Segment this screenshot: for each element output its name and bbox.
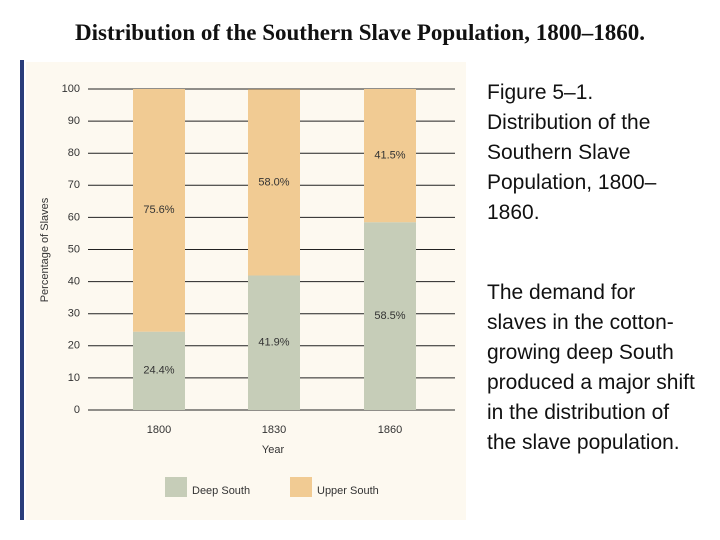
y-tick-label: 40 (68, 276, 80, 288)
x-tick-label: 1800 (147, 424, 171, 436)
x-axis-label: Year (262, 444, 285, 456)
bar-segment (248, 275, 300, 410)
decor-bar (20, 60, 24, 520)
y-axis-label: Percentage of Slaves (39, 197, 51, 302)
value-label: 24.4% (143, 365, 174, 377)
value-label: 41.9% (258, 337, 289, 349)
labels: 0 10 20 30 40 50 60 70 80 90 100 1800 24.4% 75.6% 1830… (62, 83, 406, 497)
body-text: The demand for slaves in the cotton-grow… (487, 281, 695, 454)
x-tick-label: 1830 (262, 424, 286, 436)
y-tick-label: 50 (68, 243, 80, 255)
y-tick-label: 100 (62, 83, 80, 95)
legend-label: Deep South (192, 485, 250, 497)
y-tick-label: 80 (68, 147, 80, 159)
bar-segment (364, 222, 416, 410)
bar-segment (364, 89, 416, 223)
value-label: 75.6% (143, 204, 174, 216)
bars (133, 89, 416, 410)
legend-label: Upper South (317, 485, 379, 497)
value-label: 58.0% (258, 176, 289, 188)
value-label: 58.5% (374, 310, 405, 322)
legend-swatch (165, 477, 187, 497)
y-tick-label: 20 (68, 340, 80, 352)
legend-swatch (290, 477, 312, 497)
bar-segment (248, 89, 300, 276)
y-tick-label: 60 (68, 211, 80, 223)
y-tick-label: 0 (74, 404, 80, 416)
bar-segment (133, 89, 185, 332)
y-tick-label: 90 (68, 115, 80, 127)
value-label: 41.5% (374, 150, 405, 162)
slide-title: Distribution of the Southern Slave Popul… (75, 20, 645, 45)
y-tick-label: 10 (68, 372, 80, 384)
bar-segment (133, 331, 185, 410)
x-tick-label: 1860 (378, 424, 402, 436)
y-tick-label: 30 (68, 308, 80, 320)
y-tick-label: 70 (68, 179, 80, 191)
caption: Figure 5–1. Distribution of the Southern… (487, 81, 657, 224)
